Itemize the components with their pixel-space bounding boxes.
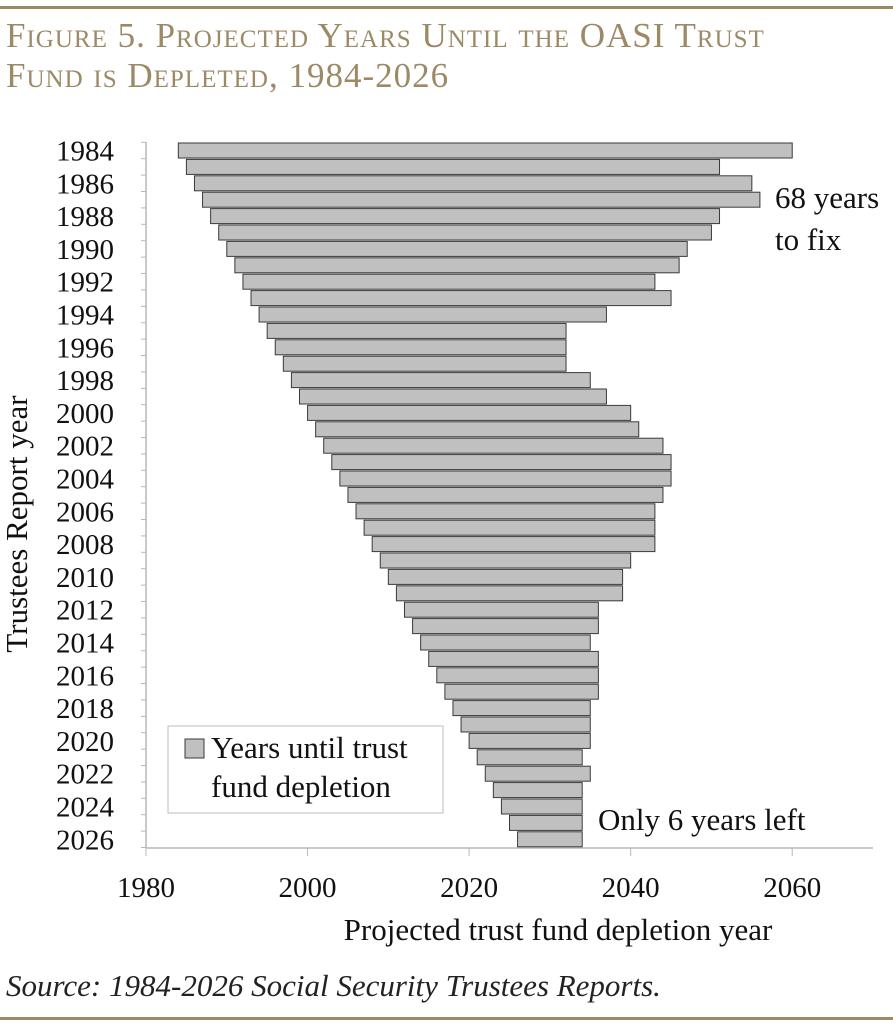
plot-frame <box>145 142 873 849</box>
bar-2024 <box>500 798 583 815</box>
bar-2014 <box>420 634 591 651</box>
bar-2008 <box>371 536 656 553</box>
y-tick-label: 1990 <box>56 234 114 266</box>
bar-1989 <box>218 224 712 241</box>
bar-2004 <box>339 470 672 487</box>
x-axis-tick-labels: 1980 2000 2020 2040 2060 <box>117 872 821 904</box>
depletion-bar-chart: 1984198619881990199219941996199820002002… <box>0 136 879 948</box>
source-note: Source: 1984-2026 Social Security Truste… <box>6 968 661 1003</box>
x-axis-ticks <box>145 848 793 856</box>
bar-2005 <box>347 486 664 503</box>
annotations: 68 years to fix Only 6 years left <box>598 180 879 837</box>
bar-1990 <box>226 240 688 257</box>
y-tick-label: 2002 <box>56 431 114 463</box>
y-tick-label: 2014 <box>56 628 115 660</box>
bar-1997 <box>282 355 567 372</box>
x-tick-label: 2000 <box>279 872 337 904</box>
bar-2026 <box>517 831 583 848</box>
annotation-top-line-1: 68 years <box>775 180 879 215</box>
bar-2025 <box>509 814 583 831</box>
x-axis-label: Projected trust fund depletion year <box>344 912 773 947</box>
legend-label-line-1: Years until trust <box>211 730 408 765</box>
bar-2015 <box>428 650 599 667</box>
bar-2013 <box>412 618 599 635</box>
y-tick-label: 2016 <box>56 660 114 692</box>
bar-2021 <box>476 749 583 766</box>
bar-1996 <box>274 339 567 356</box>
y-tick-label: 1994 <box>56 300 115 332</box>
bar-2009 <box>379 552 632 569</box>
bar-2010 <box>387 568 624 585</box>
bar-2019 <box>460 716 591 733</box>
bar-1985 <box>185 158 721 175</box>
bar-2011 <box>395 585 624 602</box>
bar-1986 <box>193 175 753 192</box>
x-tick-label: 2040 <box>602 872 660 904</box>
legend-label-line-2: fund depletion <box>211 769 391 804</box>
x-tick-label: 2060 <box>763 872 821 904</box>
bar-1998 <box>290 372 591 389</box>
y-tick-label: 2022 <box>56 759 114 791</box>
bar-1993 <box>250 290 672 307</box>
y-tick-label: 2018 <box>56 693 114 725</box>
figure-title-line-2: Fund is Depleted, 1984-2026 <box>6 56 450 95</box>
legend-swatch <box>184 738 205 759</box>
y-tick-label: 1996 <box>56 332 114 364</box>
y-tick-label: 1986 <box>56 168 114 200</box>
bar-1992 <box>242 273 656 290</box>
bar-2001 <box>315 421 640 438</box>
y-tick-label: 1988 <box>56 201 114 233</box>
bar-1999 <box>298 388 607 405</box>
figure-title-line-1: Figure 5. Projected Years Until the OASI… <box>6 16 765 55</box>
y-tick-label: 2004 <box>56 464 115 496</box>
bar-2016 <box>436 667 599 684</box>
x-tick-label: 2020 <box>440 872 498 904</box>
bar-1994 <box>258 306 607 323</box>
bar-1991 <box>234 257 680 274</box>
bar-2002 <box>323 437 664 454</box>
bar-2012 <box>403 601 599 618</box>
y-tick-label: 2020 <box>56 726 114 758</box>
bar-2022 <box>484 765 591 782</box>
bar-2023 <box>492 782 583 799</box>
y-tick-label: 2010 <box>56 562 114 594</box>
annotation-top-line-2: to fix <box>775 222 842 257</box>
figure-title: Figure 5. Projected Years Until the OASI… <box>6 16 886 96</box>
y-axis-ticks <box>141 141 146 848</box>
bar-2020 <box>468 732 591 749</box>
bar-2007 <box>363 519 656 536</box>
bar-1984 <box>177 142 793 159</box>
legend: Years until trust fund depletion <box>167 725 444 814</box>
y-tick-label: 2012 <box>56 595 114 627</box>
bar-2006 <box>355 503 656 520</box>
legend-box <box>167 725 444 814</box>
y-tick-label: 2026 <box>56 824 114 856</box>
y-tick-label: 1992 <box>56 267 114 299</box>
bar-2000 <box>307 404 632 421</box>
y-tick-label: 1998 <box>56 365 114 397</box>
y-tick-label: 2024 <box>56 792 115 824</box>
bars <box>177 142 793 848</box>
y-tick-label: 2000 <box>56 398 114 430</box>
y-axis-label: Trustees Report year <box>0 395 34 653</box>
bar-1995 <box>266 322 567 339</box>
y-tick-label: 1984 <box>56 136 115 168</box>
bar-2018 <box>452 700 591 717</box>
x-tick-label: 1980 <box>117 872 175 904</box>
bottom-rule <box>0 1017 893 1020</box>
annotation-bottom: Only 6 years left <box>598 802 806 837</box>
y-axis-tick-labels: 1984198619881990199219941996199820002002… <box>56 136 115 857</box>
bar-1987 <box>202 191 761 208</box>
y-tick-label: 2006 <box>56 496 114 528</box>
bar-1988 <box>210 208 721 225</box>
y-tick-label: 2008 <box>56 529 114 561</box>
bar-2003 <box>331 454 672 471</box>
top-rule <box>0 6 893 9</box>
bar-2017 <box>444 683 599 700</box>
